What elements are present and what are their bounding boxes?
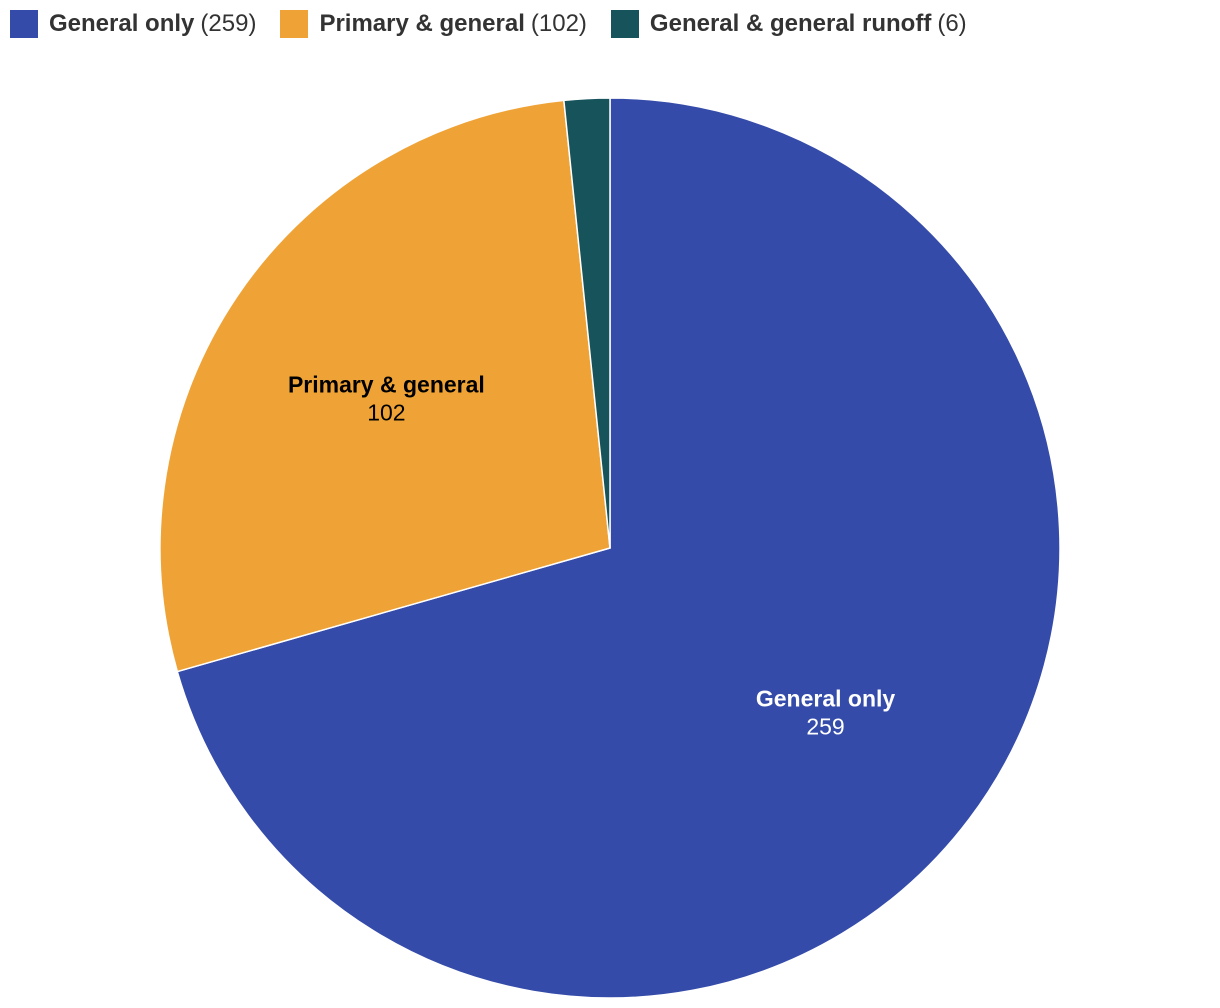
- pie-slice-primary-and-general[interactable]: [159, 99, 611, 673]
- legend-count: 102: [531, 10, 587, 38]
- slice-label-value: 102: [367, 400, 405, 426]
- legend-item-general-and-runoff[interactable]: General & general runoff 6: [610, 10, 967, 38]
- pie-slice-general-and-general-runoff[interactable]: [563, 97, 611, 549]
- legend-label: Primary & general: [319, 10, 525, 37]
- legend-label: General only: [49, 10, 195, 37]
- legend-count: 259: [200, 10, 256, 38]
- slice-label-name: Primary & general: [288, 372, 485, 398]
- legend-item-primary-and-general[interactable]: Primary & general 102: [280, 10, 586, 38]
- legend-swatch: [10, 10, 38, 38]
- legend-swatch: [280, 10, 309, 38]
- slice-label-value: 259: [806, 714, 844, 740]
- chart-legend: General only 259 Primary & general 102 G…: [10, 8, 991, 40]
- pie-slice-general-only[interactable]: [176, 97, 1061, 999]
- legend-count: 6: [937, 10, 966, 38]
- legend-swatch: [610, 10, 639, 38]
- slice-label-name: General only: [756, 686, 896, 712]
- legend-label: General & general runoff: [649, 10, 932, 37]
- legend-item-general-only[interactable]: General only 259: [10, 10, 256, 38]
